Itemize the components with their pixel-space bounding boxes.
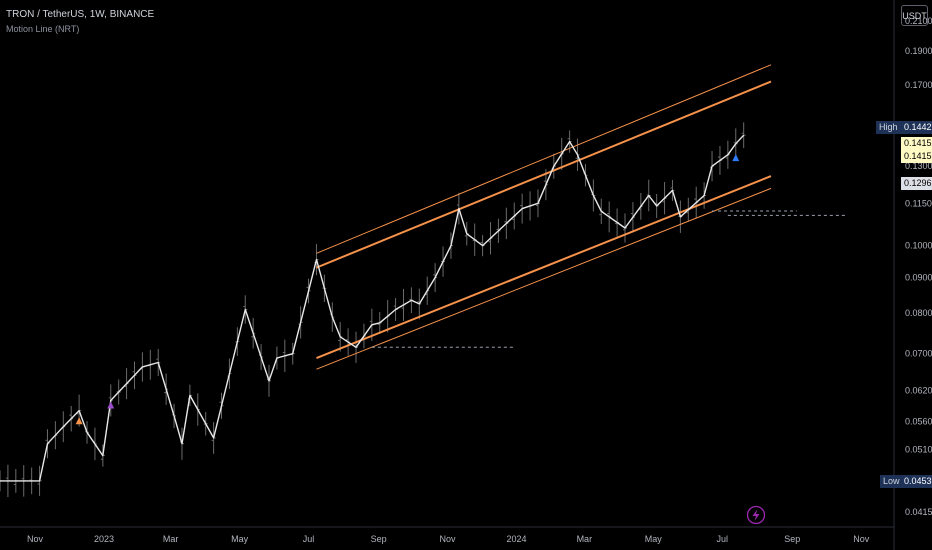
- last-value-2: 0.1415: [901, 150, 932, 163]
- time-tick-label: 2024: [506, 534, 526, 544]
- high-value: 0.1442: [901, 121, 932, 134]
- price-tick-label: 0.1900: [905, 46, 932, 56]
- lightning-icon[interactable]: [746, 505, 766, 525]
- time-tick-label: Sep: [371, 534, 387, 544]
- price-tick-label: 0.1300: [905, 161, 932, 171]
- time-tick-label: Sep: [784, 534, 800, 544]
- channel-upper-line: [316, 80, 772, 269]
- buy-signal-marker: [107, 401, 115, 409]
- last-value-1: 0.1415: [901, 137, 932, 150]
- high-label: High: [876, 121, 901, 134]
- time-tick-label: Mar: [163, 534, 179, 544]
- current-price-badge: 0.1296: [901, 177, 932, 190]
- channel-lower-outer-line: [316, 187, 772, 370]
- buy-signal-marker: [75, 417, 83, 425]
- price-tick-label: 0.1700: [905, 80, 932, 90]
- price-tick-label: 0.0900: [905, 273, 932, 283]
- low-value: 0.0453: [901, 475, 932, 488]
- time-tick-label: Mar: [577, 534, 593, 544]
- price-tick-label: 0.0800: [905, 308, 932, 318]
- time-tick-label: Nov: [27, 534, 44, 544]
- indicator-name: Motion Line (NRT): [6, 24, 80, 34]
- price-tick-label: 0.0700: [905, 349, 932, 359]
- price-tick-label: 0.1000: [905, 241, 932, 251]
- price-axis-ticks: 0.2100 0.1900 0.1700 0.1300 0.1150 0.1000 0.09…: [905, 16, 932, 517]
- symbol-title: TRON / TetherUS, 1W, BINANCE: [6, 9, 155, 20]
- price-tick-label: 0.0620: [905, 385, 932, 395]
- price-tick-label: 0.0415: [905, 507, 932, 517]
- price-tick-label: 0.1150: [905, 198, 932, 208]
- channel-lower-line: [316, 175, 772, 359]
- channel-upper-outer-line: [316, 64, 772, 254]
- time-tick-label: Nov: [440, 534, 457, 544]
- currency-button[interactable]: USDT: [901, 5, 928, 26]
- low-label: Low: [880, 475, 903, 488]
- motion-line: [0, 134, 745, 482]
- channel-layer: [316, 64, 772, 370]
- support-levels-layer: [371, 210, 848, 348]
- price-tick-label: 0.0560: [905, 416, 932, 426]
- price-tick-label: 0.0510: [905, 445, 932, 455]
- price-tick-label: 0.2100: [905, 16, 932, 26]
- time-tick-label: Jul: [303, 534, 315, 544]
- time-tick-label: May: [645, 534, 663, 544]
- time-axis-ticks: Nov 2023 Mar May Jul Sep Nov 2024 Mar May Jul Sep No…: [27, 534, 870, 544]
- signal-markers-layer: [75, 154, 740, 425]
- motion-line-layer: [0, 134, 745, 482]
- buy-signal-marker: [732, 154, 740, 162]
- time-tick-label: Nov: [853, 534, 870, 544]
- time-tick-label: May: [231, 534, 249, 544]
- time-tick-label: 2023: [94, 534, 114, 544]
- time-tick-label: Jul: [716, 534, 728, 544]
